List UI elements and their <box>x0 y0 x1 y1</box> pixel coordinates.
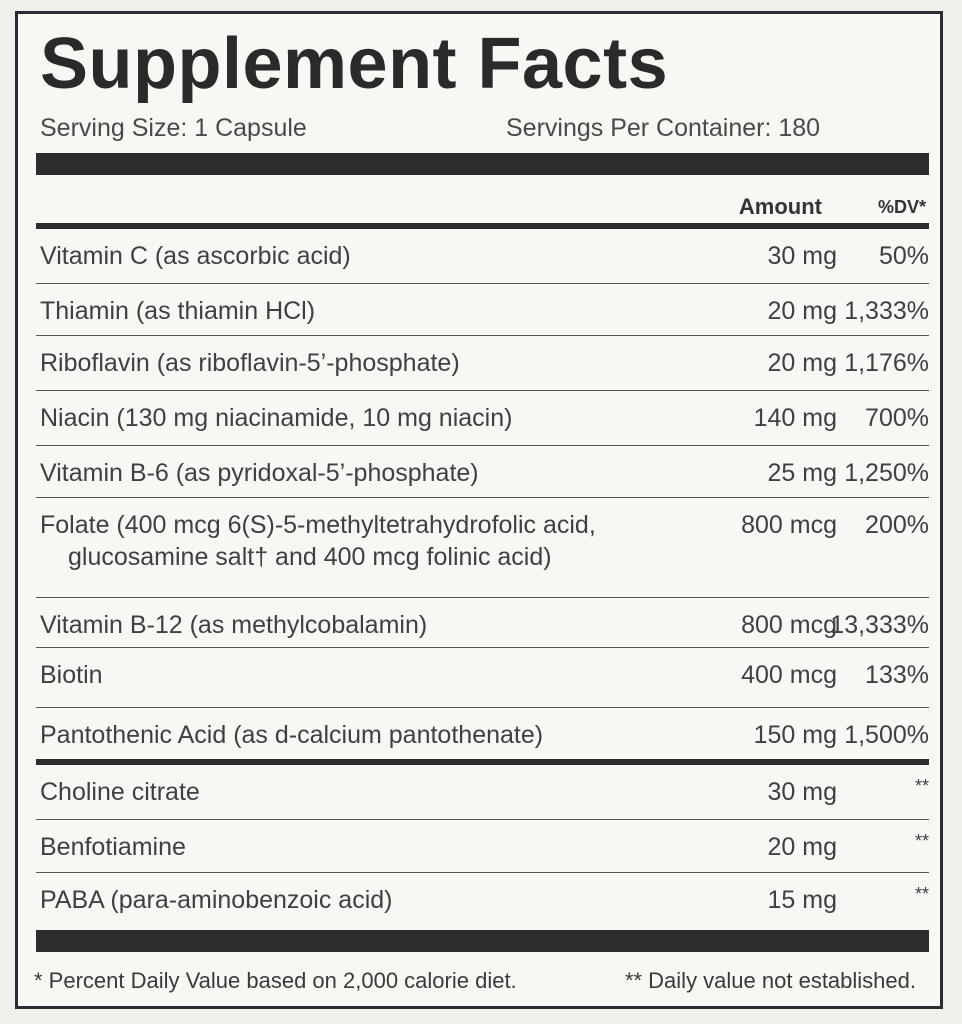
daily-value: 700% <box>865 404 929 432</box>
amount: 20 mg <box>767 297 837 325</box>
daily-value: 13,333% <box>830 611 929 639</box>
amount: 800 mcg <box>741 611 837 639</box>
table-row: Vitamin C (as ascorbic acid) 30 mg 50% <box>36 229 929 284</box>
dv-header: %DV* <box>877 197 926 217</box>
daily-value: 133% <box>865 661 929 689</box>
nutrient-name: Riboflavin (as riboflavin-5’-phosphate) <box>40 349 460 377</box>
amount: 800 mcg <box>741 511 837 539</box>
nutrient-name-cont: glucosamine salt† and 400 mcg folinic ac… <box>68 543 552 571</box>
table-row: Choline citrate 30 mg ** <box>36 765 929 820</box>
table-row: Thiamin (as thiamin HCl) 20 mg 1,333% <box>36 284 929 336</box>
daily-value: ** <box>914 884 929 904</box>
table-row: Folate (400 mcg 6(S)-5-methyltetrahydrof… <box>36 498 929 598</box>
daily-value: 1,250% <box>844 459 929 487</box>
footnote-dv: * Percent Daily Value based on 2,000 cal… <box>34 968 517 993</box>
daily-value: 50% <box>878 242 929 270</box>
daily-value: 1,176% <box>844 349 929 377</box>
serving-size: Serving Size: 1 Capsule <box>40 114 307 142</box>
table-row: Benfotiamine 20 mg ** <box>36 820 929 873</box>
amount: 30 mg <box>767 778 837 806</box>
daily-value: ** <box>914 776 929 796</box>
daily-value: 1,500% <box>844 721 929 749</box>
daily-value: 200% <box>865 511 929 539</box>
table-row: Vitamin B-6 (as pyridoxal-5’-phosphate) 2… <box>36 446 929 498</box>
nutrient-name: PABA (para-aminobenzoic acid) <box>40 886 393 914</box>
nutrient-name: Biotin <box>40 661 103 689</box>
amount: 30 mg <box>767 242 837 270</box>
panel-title: Supplement Facts <box>40 24 669 104</box>
nutrient-name: Folate (400 mcg 6(S)-5-methyltetrahydrof… <box>40 511 596 539</box>
amount: 400 mcg <box>741 661 837 689</box>
footnote-not-established: ** Daily value not established. <box>624 968 916 993</box>
nutrient-name: Vitamin B-12 (as methylcobalamin) <box>40 611 428 639</box>
servings-per-container: Servings Per Container: 180 <box>506 114 821 142</box>
nutrient-name: Vitamin B-6 (as pyridoxal-5’-phosphate) <box>40 459 479 487</box>
table-row: Biotin 400 mcg 133% <box>36 648 929 708</box>
table-row: Vitamin B-12 (as methylcobalamin) 800 mcg… <box>36 598 929 648</box>
table-row: Pantothenic Acid (as d-calcium pantothen… <box>36 708 929 765</box>
amount: 20 mg <box>767 833 837 861</box>
amount: 15 mg <box>767 886 837 914</box>
nutrient-name: Pantothenic Acid (as d-calcium pantothen… <box>40 721 544 749</box>
daily-value: 1,333% <box>844 297 929 325</box>
amount-header: Amount <box>738 194 822 219</box>
thick-divider <box>36 153 929 175</box>
thick-divider-bottom <box>36 930 929 952</box>
nutrient-name: Niacin (130 mg niacinamide, 10 mg niacin… <box>40 404 513 432</box>
supplement-facts-panel: Supplement Facts Serving Size: 1 Capsule… <box>15 11 943 1009</box>
nutrient-name: Thiamin (as thiamin HCl) <box>40 297 316 325</box>
amount: 25 mg <box>767 459 837 487</box>
amount: 20 mg <box>767 349 837 377</box>
nutrient-name: Vitamin C (as ascorbic acid) <box>40 242 351 270</box>
medium-divider <box>36 223 929 229</box>
nutrient-name: Benfotiamine <box>40 833 186 861</box>
nutrient-name: Choline citrate <box>40 778 200 806</box>
table-row: PABA (para-aminobenzoic acid) 15 mg ** <box>36 873 929 928</box>
amount: 150 mg <box>753 721 837 749</box>
table-row: Riboflavin (as riboflavin-5’-phosphate) 2… <box>36 336 929 391</box>
daily-value: ** <box>914 831 929 851</box>
table-row: Niacin (130 mg niacinamide, 10 mg niacin… <box>36 391 929 446</box>
amount: 140 mg <box>753 404 837 432</box>
